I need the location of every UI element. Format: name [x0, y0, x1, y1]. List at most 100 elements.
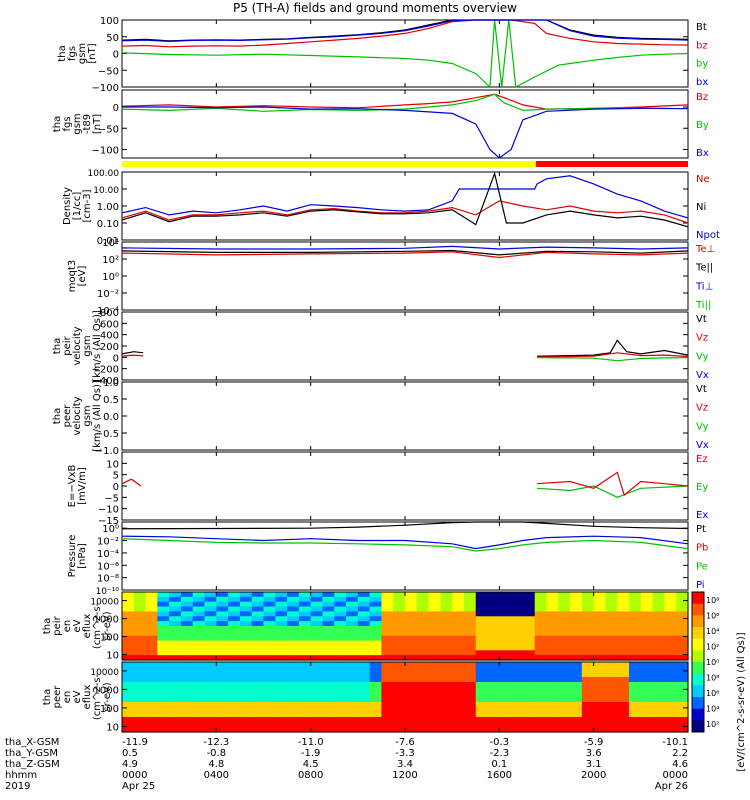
- spectrogram-cell: [275, 667, 288, 673]
- spectrogram-cell: [593, 692, 607, 698]
- spectrogram-cell: [251, 672, 265, 678]
- spectrogram-cell: [251, 626, 265, 632]
- spectrogram-cell: [157, 727, 170, 733]
- spectrogram-cell: [334, 596, 347, 603]
- spectrogram-cell: [617, 722, 630, 728]
- spectrogram-cell: [617, 702, 630, 708]
- spectrogram-cell: [475, 640, 489, 647]
- spectrogram-cell: [452, 717, 465, 723]
- panel-ylabel: Density: [62, 187, 73, 225]
- spectrogram-cell: [381, 697, 394, 703]
- spectrogram-cell: [593, 677, 607, 683]
- spectrogram-cell: [216, 655, 229, 661]
- spectrogram-cell: [157, 677, 170, 683]
- spectrogram-cell: [605, 601, 618, 608]
- panel-ylabel: gsm: [72, 113, 83, 134]
- spectrogram-cell: [263, 707, 276, 713]
- spectrogram-cell: [251, 630, 265, 637]
- spectrogram-cell: [310, 645, 324, 651]
- spectrogram-cell: [263, 702, 276, 708]
- spectrogram-cell: [570, 722, 583, 728]
- legend-entry: Bz: [696, 92, 708, 103]
- spectrogram-cell: [239, 677, 253, 683]
- spectrogram-cell: [452, 596, 465, 603]
- x-row-value: Apr 25: [122, 781, 155, 792]
- series-line: [121, 171, 689, 228]
- spectrogram-cell: [228, 645, 241, 651]
- spectrogram-cell: [334, 717, 347, 723]
- spectrogram-cell: [133, 592, 147, 598]
- spectrogram-cell: [298, 606, 312, 613]
- y-tick-label: −5: [104, 493, 119, 504]
- spectrogram-cell: [499, 650, 512, 656]
- spectrogram-cell: [369, 712, 383, 718]
- spectrogram-cell: [263, 592, 276, 598]
- panel-ylabel: sr-eV): [102, 682, 113, 711]
- spectrogram-cell: [122, 655, 135, 661]
- spectrogram-cell: [346, 601, 359, 608]
- x-row-value: -2.3: [490, 748, 510, 759]
- panel-ylabel: eV: [72, 690, 83, 703]
- legend-entry: Pi: [696, 580, 705, 591]
- spectrogram-cell: [581, 712, 595, 718]
- spectrogram-cell: [416, 717, 430, 723]
- spectrogram-cell: [322, 611, 335, 617]
- series-line: [121, 521, 689, 530]
- spectrogram-cell: [298, 682, 312, 688]
- spectrogram-cell: [629, 702, 642, 708]
- spectrogram-cell: [487, 616, 500, 622]
- spectrogram-cell: [357, 692, 371, 698]
- spectrogram-cell: [664, 667, 677, 673]
- colorbar-swatch: [692, 685, 704, 698]
- spectrogram-cell: [322, 722, 335, 728]
- spectrogram-cell: [346, 692, 359, 698]
- spectrogram-cell: [440, 672, 453, 678]
- spectrogram-cell: [664, 596, 677, 603]
- colorbar-swatch: [692, 650, 704, 663]
- spectrogram-cell: [310, 640, 324, 647]
- spectrogram-cell: [617, 697, 630, 703]
- y-tick-label: 10: [106, 651, 119, 662]
- spectrogram-cell: [287, 621, 300, 627]
- spectrogram-cell: [357, 592, 371, 598]
- spectrogram-cell: [393, 640, 406, 647]
- spectrogram-cell: [629, 717, 642, 723]
- spectrogram-cell: [558, 712, 571, 718]
- spectrogram-cell: [122, 727, 135, 733]
- spectrogram-cell: [346, 702, 359, 708]
- spectrogram-cell: [369, 630, 383, 637]
- spectrogram-cell: [251, 727, 265, 733]
- spectrogram-cell: [428, 687, 441, 693]
- spectrogram-cell: [652, 630, 666, 637]
- spectrogram-cell: [239, 606, 253, 613]
- spectrogram-cell: [298, 640, 312, 647]
- y-tick-label: 100: [100, 16, 119, 27]
- spectrogram-cell: [192, 727, 206, 733]
- spectrogram-cell: [275, 707, 288, 713]
- spectrogram-cell: [546, 606, 559, 613]
- spectrogram-cell: [251, 677, 265, 683]
- spectrogram-cell: [676, 626, 689, 632]
- spectrogram-cell: [511, 655, 524, 661]
- spectrogram-cell: [463, 655, 477, 661]
- spectrogram-cell: [511, 677, 524, 683]
- spectrogram-cell: [334, 655, 347, 661]
- spectrogram-cell: [251, 707, 265, 713]
- spectrogram-cell: [298, 655, 312, 661]
- spectrogram-cell: [228, 712, 241, 718]
- spectrogram-cell: [652, 717, 666, 723]
- spectrogram-cell: [357, 626, 371, 632]
- spectrogram-cell: [369, 601, 383, 608]
- spectrogram-cell: [169, 717, 182, 723]
- panel-ylabel: [cm-3]: [82, 189, 93, 222]
- spectrogram-cell: [581, 611, 595, 617]
- spectrogram-cell: [334, 650, 347, 656]
- spectrogram-cell: [405, 650, 418, 656]
- y-tick-label: −200: [92, 365, 119, 376]
- colorbar-tick-label: 10⁶: [706, 612, 719, 621]
- spectrogram-cell: [416, 601, 430, 608]
- x-row-value: 0400: [204, 770, 229, 781]
- spectrogram-cell: [581, 635, 595, 642]
- spectrogram-cell: [357, 655, 371, 661]
- spectrogram-cell: [534, 616, 548, 622]
